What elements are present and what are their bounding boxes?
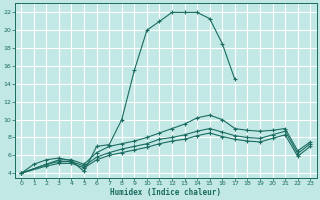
X-axis label: Humidex (Indice chaleur): Humidex (Indice chaleur) bbox=[110, 188, 221, 197]
